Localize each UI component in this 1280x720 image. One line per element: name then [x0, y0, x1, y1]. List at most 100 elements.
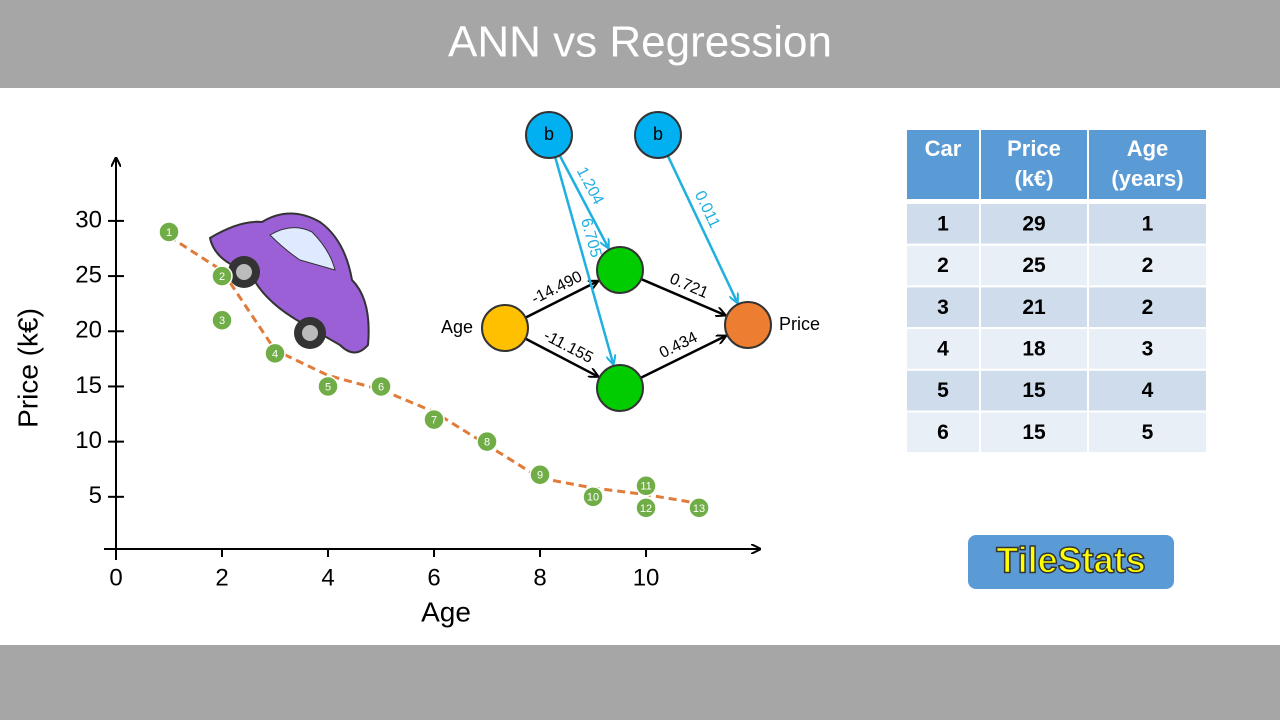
cell	[905, 285, 981, 330]
point-label: 3	[219, 315, 225, 327]
cell	[1087, 327, 1208, 371]
header-text: Price (k€)	[1007, 136, 1061, 191]
x-tick-label: 2	[215, 564, 228, 591]
cell	[979, 285, 1089, 330]
cell-text: 2	[1142, 296, 1154, 319]
y-tick-label: 15	[75, 372, 102, 399]
cell-text: 15	[1022, 379, 1046, 402]
header-cell	[905, 128, 981, 201]
point-label: 12	[640, 503, 652, 515]
point-label: 2	[219, 271, 225, 283]
node-label: b	[653, 124, 663, 144]
cell-text: 1	[1142, 212, 1154, 235]
node	[525, 111, 573, 159]
data-point	[264, 342, 286, 365]
node	[481, 304, 529, 352]
x-tick-label: 8	[533, 564, 546, 591]
cell-text: 6	[937, 421, 949, 444]
y-tick-label: 25	[75, 261, 102, 288]
x-tick-label: 0	[109, 564, 122, 591]
x-axis-label: Age	[421, 596, 471, 627]
edge	[640, 336, 726, 379]
logo-text: TileStats	[996, 540, 1145, 581]
cell	[1087, 410, 1208, 455]
data-point	[635, 475, 657, 497]
x-tick-label: 6	[427, 564, 440, 591]
cell-text: 2	[937, 254, 949, 277]
cell-text: 1	[937, 212, 949, 235]
data-point	[317, 375, 339, 398]
node	[596, 246, 644, 294]
header-bar	[0, 0, 1280, 88]
cell	[1087, 202, 1208, 246]
cell	[979, 243, 1089, 288]
data-point	[211, 309, 233, 331]
node	[634, 111, 682, 159]
logo: TileStats	[968, 535, 1174, 589]
edge	[524, 337, 597, 377]
point-label: 13	[693, 503, 705, 515]
data-point	[158, 221, 180, 243]
node-label: b	[544, 124, 554, 144]
y-tick-label: 5	[89, 482, 102, 509]
point-label: 4	[272, 348, 278, 360]
point-label: 7	[431, 414, 437, 426]
cell	[1087, 368, 1208, 413]
data-point	[688, 497, 710, 519]
point-label: 9	[537, 470, 543, 482]
edge	[640, 277, 725, 315]
car-illustration	[208, 212, 370, 354]
point-label: 11	[640, 481, 651, 493]
point-label: 5	[325, 381, 331, 393]
cell-text: 3	[937, 296, 949, 319]
data-point	[635, 497, 657, 519]
point-label: 8	[484, 437, 490, 449]
x-tick-label: 10	[633, 564, 660, 591]
header-cell	[1087, 128, 1208, 201]
cell-text: 3	[1142, 337, 1154, 360]
cell	[905, 327, 981, 371]
y-axis-label: Price (k€)	[12, 308, 43, 428]
header-text: Age (years)	[1111, 136, 1183, 191]
x-tick-label: 4	[321, 564, 334, 591]
cell-text: 5	[1142, 421, 1154, 444]
data-point	[370, 375, 392, 398]
footer-bar	[0, 645, 1280, 720]
data-point	[476, 430, 498, 453]
bias-edge	[558, 154, 609, 248]
cell-text: 4	[937, 337, 949, 360]
data-point	[423, 408, 445, 431]
cell-text: 29	[1022, 212, 1045, 235]
cell	[1087, 243, 1208, 288]
data-point	[211, 265, 233, 287]
data-point	[582, 486, 604, 508]
cell-text: 4	[1142, 379, 1154, 402]
cell-text: 18	[1022, 337, 1046, 360]
cell	[979, 327, 1089, 371]
cell	[1087, 285, 1208, 330]
cell-text: 5	[937, 379, 949, 402]
y-tick-label: 20	[75, 317, 102, 344]
node-label: Age	[441, 317, 473, 337]
bias-edge	[666, 155, 737, 303]
cell-text: 21	[1022, 296, 1046, 319]
bias-edge	[554, 156, 613, 364]
point-label: 1	[166, 227, 172, 239]
point-label: 10	[587, 492, 599, 504]
y-tick-label: 10	[75, 427, 102, 454]
cell-text: 15	[1022, 421, 1046, 444]
cell	[905, 410, 981, 455]
logo-background	[968, 535, 1174, 589]
node	[724, 301, 772, 349]
y-tick-label: 30	[75, 206, 102, 233]
cell-text: 25	[1022, 254, 1046, 277]
node-label: Price	[779, 314, 820, 334]
edge	[524, 281, 598, 319]
point-label: 6	[378, 381, 384, 393]
node	[596, 364, 644, 412]
header-text: Car	[925, 136, 962, 161]
data-table: Car Price (k€)Age (years)1 29 12 25 23 21 24 18 35 1…	[905, 128, 1208, 455]
cell-text: 2	[1142, 254, 1154, 277]
